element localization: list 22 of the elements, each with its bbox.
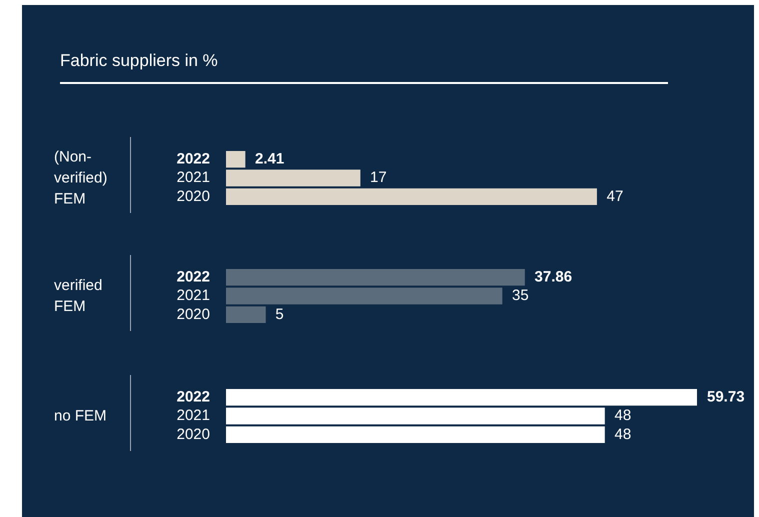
y-tick-label: 2020 — [176, 426, 210, 443]
y-tick-label: 2022 — [176, 268, 210, 286]
data-label: 48 — [614, 407, 632, 424]
y-axis-title: (Non-verified) FEM — [54, 148, 108, 210]
data-label: 47 — [606, 188, 624, 205]
data-label: 59.73 — [707, 388, 745, 406]
data-label: 2.41 — [255, 150, 284, 168]
y-tick-label: 2021 — [176, 287, 210, 304]
y-axis-title: verified FEM — [54, 276, 104, 317]
data-label: 37.86 — [534, 268, 572, 286]
chart-title: Fabric suppliers in % — [60, 51, 218, 71]
y-tick-label: 2020 — [176, 306, 210, 323]
data-label: 35 — [512, 287, 529, 304]
y-tick-label: 2021 — [176, 169, 210, 186]
data-label: 17 — [370, 169, 387, 186]
y-tick-label: 2021 — [176, 407, 210, 424]
y-axis-title: no FEM — [54, 406, 108, 426]
data-label: 48 — [614, 426, 632, 443]
y-tick-label: 2022 — [176, 388, 210, 406]
y-tick-label: 2020 — [176, 188, 210, 205]
y-tick-label: 2022 — [176, 150, 210, 168]
data-label: 5 — [275, 306, 284, 323]
